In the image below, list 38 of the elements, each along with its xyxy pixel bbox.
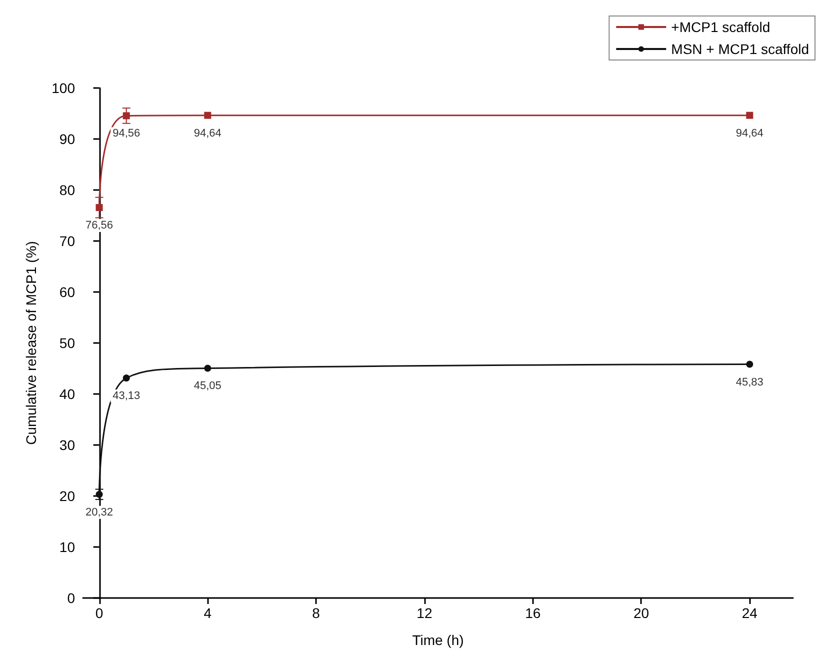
data-label: 43,13 — [112, 390, 140, 402]
y-tick-label: 60 — [59, 284, 76, 300]
y-tick-label: 40 — [59, 386, 76, 402]
point — [204, 364, 212, 372]
y-tick-label: 10 — [59, 539, 76, 555]
y-tick-label: 100 — [52, 80, 76, 96]
y-tick-label: 20 — [59, 488, 76, 504]
x-tick-label: 16 — [525, 605, 541, 621]
legend-label: MSN + MCP1 scaffold — [671, 41, 810, 57]
x-tick-label: 4 — [204, 605, 212, 621]
point — [122, 112, 130, 120]
data-label: 94,64 — [736, 127, 764, 140]
y-axis-title: Cumulative release of MCP1 (%) — [23, 241, 39, 445]
data-label: 76,56 — [85, 220, 114, 232]
point — [122, 374, 130, 382]
data-label: 20,32 — [85, 506, 114, 518]
legend-label: +MCP1 scaffold — [671, 19, 770, 35]
point — [746, 112, 754, 119]
x-tick-label: 24 — [742, 605, 758, 621]
x-axis-title: Time (h) — [412, 632, 464, 648]
x-tick-label: 0 — [95, 605, 104, 621]
data-label: 45,05 — [194, 380, 222, 392]
point — [746, 360, 754, 368]
data-label: 45,83 — [736, 376, 764, 388]
point — [204, 112, 212, 119]
x-tick-label: 8 — [312, 605, 320, 621]
y-tick-label: 30 — [59, 437, 76, 453]
point — [96, 204, 103, 212]
point — [96, 490, 103, 498]
y-tick-label: 50 — [59, 335, 76, 351]
y-tick-label: 90 — [59, 131, 76, 147]
y-tick-label: 80 — [59, 182, 76, 198]
data-label: 94,56 — [112, 128, 140, 140]
y-tick-label: 70 — [59, 233, 76, 249]
y-tick-label: 0 — [67, 590, 76, 606]
x-tick-label: 12 — [416, 605, 432, 621]
data-label: 94,64 — [194, 127, 222, 140]
x-tick-label: 20 — [633, 605, 650, 621]
